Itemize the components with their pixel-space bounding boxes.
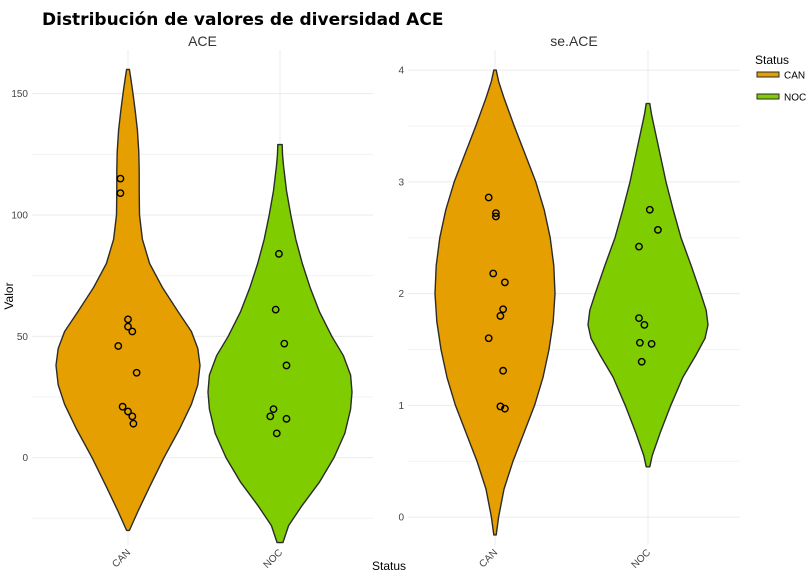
x-tick-label: NOC: [630, 547, 654, 571]
data-point: [637, 357, 646, 366]
y-tick-label: 50: [17, 332, 29, 343]
y-tick-label: 0: [22, 453, 28, 464]
facet-title: se.ACE: [550, 33, 597, 49]
y-tick-label: 2: [398, 289, 404, 300]
data-point: [269, 405, 278, 414]
data-point: [129, 419, 138, 428]
x-axis-title: Status: [372, 559, 406, 573]
data-point: [266, 412, 275, 421]
data-point: [484, 193, 493, 202]
facets: 0 50 100 150 ACE CAN NOC 0 1 2 3 4 se.ACE CAN NOC: [11, 33, 740, 571]
data-point: [640, 320, 649, 329]
data-point: [500, 278, 509, 287]
data-point: [132, 368, 141, 377]
data-point: [635, 242, 643, 251]
y-tick-label: 0: [398, 513, 404, 524]
y-tick-label: 1: [398, 401, 404, 412]
violin-noc: [207, 143, 353, 544]
data-point: [114, 342, 123, 350]
data-point: [124, 322, 132, 331]
facet-2: 0 1 2 3 4 se.ACE CAN NOC: [398, 33, 740, 571]
data-point: [500, 404, 509, 413]
data-point: [496, 312, 505, 320]
data-point: [280, 339, 289, 348]
data-point: [271, 305, 280, 314]
legend-title: Status: [755, 53, 789, 67]
data-point: [491, 212, 500, 221]
data-point: [491, 209, 500, 218]
data-point: [484, 334, 493, 343]
data-point: [489, 269, 498, 278]
x-tick-label: CAN: [477, 547, 500, 570]
data-point: [128, 327, 137, 336]
legend-label: CAN: [784, 71, 805, 82]
data-point: [128, 412, 137, 421]
data-point: [124, 315, 132, 324]
y-axis-title: Valor: [2, 282, 16, 309]
legend: Status CAN NOC: [755, 53, 806, 104]
data-point: [282, 414, 291, 423]
data-point: [116, 174, 125, 183]
chart-title: Distribución de valores de diversidad AC…: [42, 10, 443, 30]
x-tick-label: CAN: [110, 547, 133, 570]
data-point: [654, 225, 662, 234]
data-point: [282, 361, 291, 370]
data-point: [636, 338, 644, 347]
legend-entry-can: CAN: [756, 71, 805, 82]
legend-entry-noc: NOC: [756, 93, 806, 104]
y-tick-label: 3: [398, 177, 404, 188]
data-point: [124, 407, 132, 416]
data-point: [496, 402, 505, 411]
y-tick-label: 150: [11, 89, 28, 100]
violin-noc: [587, 102, 709, 468]
data-point: [499, 305, 507, 314]
data-point: [635, 314, 643, 323]
data-point: [275, 249, 283, 258]
violin-can: [434, 69, 556, 536]
legend-swatch: [756, 93, 780, 100]
violin-can: [55, 68, 201, 532]
y-tick-label: 4: [398, 66, 404, 77]
y-tick-label: 100: [11, 211, 28, 222]
data-point: [499, 366, 507, 375]
facet-1: 0 50 100 150 ACE CAN NOC: [11, 33, 373, 571]
data-point: [647, 339, 656, 348]
facet-title: ACE: [188, 33, 217, 49]
data-point: [118, 402, 127, 411]
legend-label: NOC: [784, 93, 806, 104]
data-point: [645, 205, 654, 214]
legend-swatch: [756, 71, 780, 78]
x-tick-label: NOC: [262, 547, 286, 571]
data-point: [116, 189, 125, 198]
data-point: [272, 429, 281, 438]
